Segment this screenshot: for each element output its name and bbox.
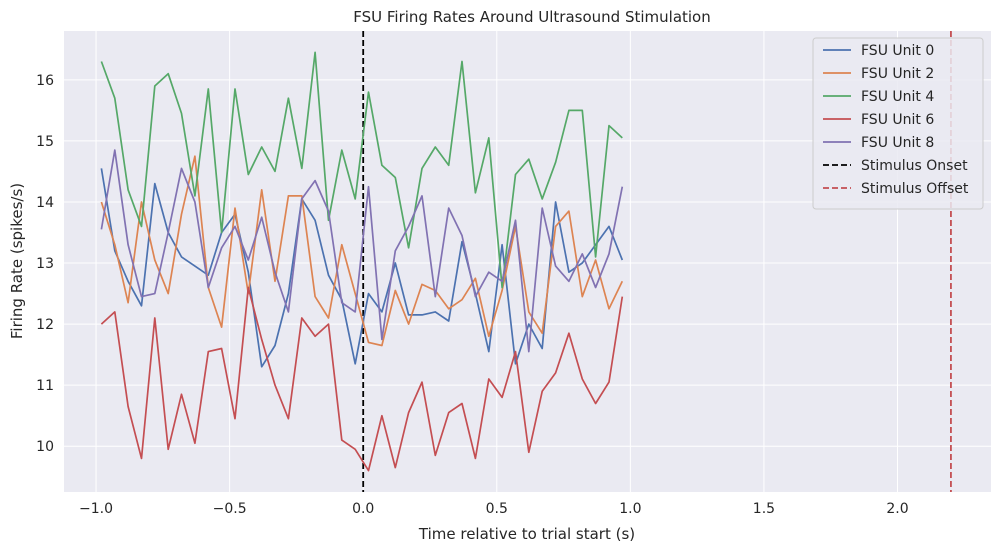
x-tick-label: 1.5 <box>753 501 775 517</box>
y-tick-label: 11 <box>36 378 54 394</box>
legend-label: FSU Unit 4 <box>861 89 934 105</box>
y-axis-label: Firing Rate (spikes/s) <box>8 183 26 339</box>
x-tick-label: 1.0 <box>619 501 641 517</box>
legend-label: Stimulus Onset <box>861 158 968 174</box>
x-axis-label: Time relative to trial start (s) <box>418 525 635 543</box>
legend-label: FSU Unit 6 <box>861 112 934 128</box>
y-tick-label: 12 <box>36 317 54 333</box>
series-line-4 <box>100 286 624 472</box>
x-tick-label: 2.0 <box>886 501 908 517</box>
legend-label: FSU Unit 0 <box>861 43 934 59</box>
legend: FSU Unit 0 FSU Unit 2 FSU Unit 4 FSU Unit 6… <box>812 37 984 210</box>
y-tick-label: 14 <box>36 195 54 211</box>
legend-label: Stimulus Offset <box>861 181 969 197</box>
y-tick-label: 15 <box>36 134 54 150</box>
x-tick-labels: −1.0 −0.5 0.0 0.5 1.0 1.5 2.0 <box>79 501 909 517</box>
series-line-3 <box>100 51 623 289</box>
series-line-1 <box>100 168 624 368</box>
y-tick-label: 10 <box>36 439 54 455</box>
x-tick-label: 0.5 <box>486 501 508 517</box>
series-lines <box>100 51 624 472</box>
y-tick-label: 13 <box>36 256 54 272</box>
legend-box <box>812 37 984 210</box>
y-tick-label: 16 <box>36 73 54 89</box>
x-tick-label: −1.0 <box>79 501 113 517</box>
x-tick-label: −0.5 <box>213 501 247 517</box>
series-line-5 <box>100 149 624 353</box>
legend-label: FSU Unit 2 <box>861 66 934 82</box>
chart-title: FSU Firing Rates Around Ultrasound Stimu… <box>353 8 711 26</box>
x-tick-label: 0.0 <box>352 501 374 517</box>
y-tick-labels: 10 11 12 13 14 15 16 <box>36 73 54 455</box>
legend-label: FSU Unit 8 <box>861 135 934 151</box>
